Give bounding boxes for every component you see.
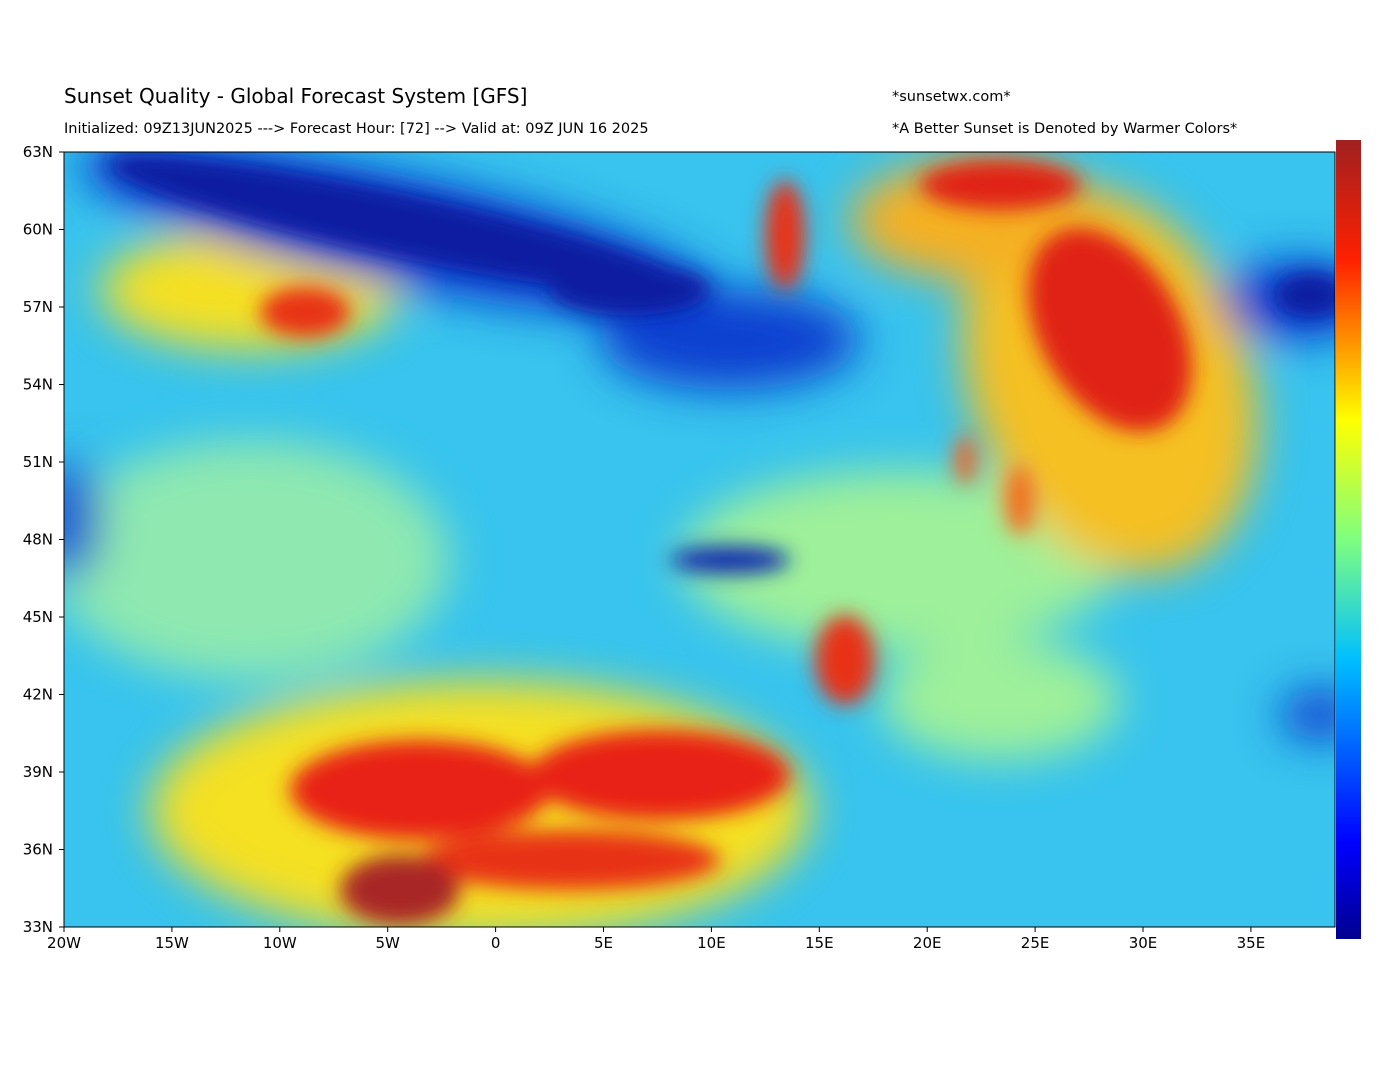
heatmap	[64, 152, 1335, 927]
axis-ticks: 20W 15W 10W 5W 0 5E 10E 15E 20E 25E 30E 35E 63N 60N 57…	[23, 143, 1266, 952]
note: *A Better Sunset is Denoted by Warmer Co…	[892, 121, 1237, 137]
title: Sunset Quality - Global Forecast System …	[64, 84, 527, 108]
lon-label: 0	[491, 934, 501, 952]
source: *sunsetwx.com*	[892, 89, 1011, 105]
lat-label: 48N	[23, 531, 53, 549]
lon-label: 20E	[913, 934, 942, 952]
lon-label: 15W	[155, 934, 189, 952]
lat-label: 36N	[23, 841, 53, 859]
lon-label: 30E	[1129, 934, 1158, 952]
lat-label: 45N	[23, 608, 53, 626]
lon-label: 20W	[47, 934, 81, 952]
lon-label: 10E	[697, 934, 726, 952]
lon-label: 5W	[376, 934, 401, 952]
lon-label: 25E	[1021, 934, 1050, 952]
lat-label: 39N	[23, 763, 53, 781]
lon-label: 15E	[805, 934, 834, 952]
lon-label: 35E	[1237, 934, 1266, 952]
lat-label: 42N	[23, 686, 53, 704]
lon-label: 5E	[594, 934, 613, 952]
lat-label: 54N	[23, 376, 53, 394]
lat-label: 57N	[23, 298, 53, 316]
lon-label: 10W	[263, 934, 297, 952]
lat-label: 63N	[23, 143, 53, 161]
subtitle: Initialized: 09Z13JUN2025 ---> Forecast …	[64, 121, 649, 137]
lat-label: 60N	[23, 221, 53, 239]
lat-label: 33N	[23, 918, 53, 936]
colorbar	[1336, 140, 1361, 939]
lat-label: 51N	[23, 453, 53, 471]
